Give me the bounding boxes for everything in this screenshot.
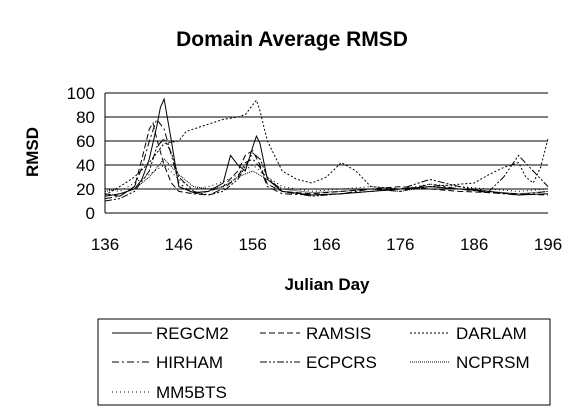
y-axis-label: RMSD: [23, 127, 42, 177]
legend-label-regcm2: REGCM2: [156, 324, 229, 343]
legend-box: [97, 318, 551, 406]
y-tick-label: 40: [76, 156, 95, 175]
legend-label-ncprsm: NCPRSM: [456, 353, 530, 372]
legend-label-ramsis: RAMSIS: [306, 324, 371, 343]
x-tick-label: 136: [91, 235, 119, 254]
chart-title: Domain Average RMSD: [176, 28, 408, 51]
gridlines: [104, 92, 548, 214]
x-tick-labels: 136 146 156 166 176 186 196: [91, 235, 562, 254]
x-axis-label: Julian Day: [284, 275, 370, 294]
series-line-ramsis: [104, 121, 549, 197]
legend: REGCM2 RAMSIS DARLAM HIRHAM ECPCRS NCPRSM MM5B…: [112, 324, 530, 402]
x-tick-label: 186: [460, 235, 488, 254]
y-tick-labels: 0 20 40 60 80 100: [67, 84, 95, 223]
y-tick-label: 100: [67, 84, 95, 103]
y-tick-label: 80: [76, 108, 95, 127]
series-line-ncprsm: [104, 158, 549, 195]
x-tick-label: 146: [165, 235, 193, 254]
y-tick-label: 0: [86, 204, 95, 223]
y-tick-label: 60: [76, 132, 95, 151]
y-tick-label: 20: [76, 180, 95, 199]
series-line-ecpcrs: [104, 137, 549, 202]
legend-label-ecpcrs: ECPCRS: [306, 353, 377, 372]
x-tick-label: 196: [534, 235, 562, 254]
legend-label-hirham: HIRHAM: [156, 353, 223, 372]
series-line-regcm2: [104, 97, 549, 197]
x-tick-label: 166: [312, 235, 340, 254]
legend-label-mm5bts: MM5BTS: [156, 383, 227, 402]
series-line-hirham: [104, 118, 549, 200]
series-line-mm5bts: [104, 164, 549, 192]
series-group: [104, 97, 549, 202]
x-tick-label: 156: [238, 235, 266, 254]
x-tick-label: 176: [386, 235, 414, 254]
series-line-darlam: [104, 99, 549, 196]
legend-label-darlam: DARLAM: [456, 324, 527, 343]
